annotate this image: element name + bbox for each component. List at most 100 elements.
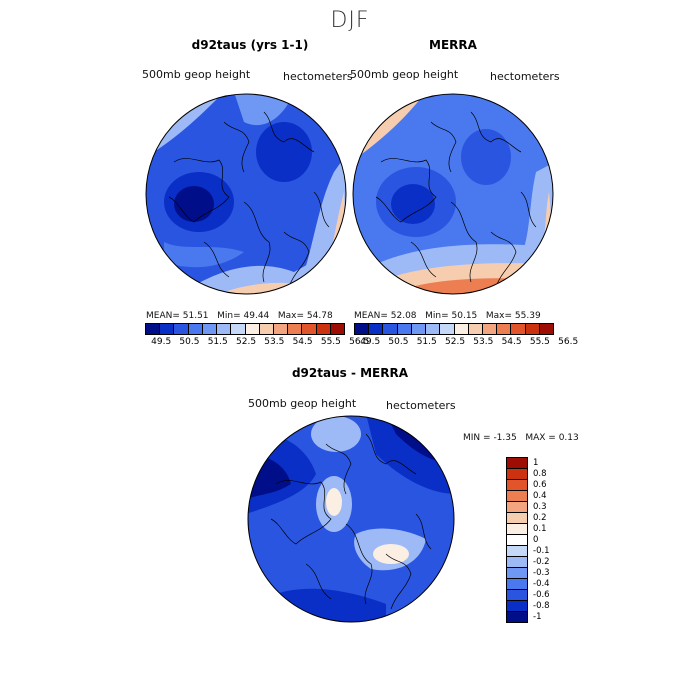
- diff-max-value: 0.13: [558, 433, 579, 443]
- left-units-label: hectometers: [283, 70, 353, 83]
- diff-max-label: MAX =: [525, 433, 556, 443]
- left-colorbar-swatch: [302, 324, 317, 334]
- diff-colorbar-swatch: [507, 502, 527, 513]
- left-colorbar-tick: 52.5: [236, 337, 257, 347]
- diff-colorbar-swatch: [507, 524, 527, 535]
- diff-colorbar-swatch: [507, 601, 527, 612]
- left-colorbar-ticks: 49.5 50.5 51.5 52.5 53.5 54.5 55.5 56.5: [145, 337, 369, 349]
- right-colorbar-swatch: [482, 324, 498, 334]
- left-colorbar-tick: 50.5: [179, 337, 200, 347]
- left-mean-label: MEAN=: [146, 311, 180, 321]
- left-contour-band: [164, 242, 244, 268]
- diff-colorbar-label: 1: [533, 458, 539, 469]
- diff-min-label: MIN =: [463, 433, 491, 443]
- left-contour-top: [234, 94, 294, 126]
- diff-colorbar-label: -0.4: [533, 578, 550, 589]
- diff-colorbar-swatch: [507, 535, 527, 546]
- right-coastlines: [375, 111, 537, 288]
- right-polar-map: [352, 93, 554, 295]
- diff-colorbar: [506, 457, 528, 623]
- left-max-label: Max=: [277, 311, 305, 321]
- right-mean-label: MEAN=: [354, 311, 388, 321]
- right-mean-value: 52.08: [390, 311, 417, 321]
- right-stats: MEAN= 52.08 Min= 50.15 Max= 55.39: [354, 311, 541, 321]
- diff-colorbar-label: -0.2: [533, 556, 550, 567]
- right-panel-title: MERRA: [429, 38, 477, 52]
- right-colorbar-ticks: 49.5 50.5 51.5 52.5 53.5 54.5 55.5 56.5: [354, 337, 578, 349]
- right-colorbar-swatch: [497, 324, 512, 334]
- right-map-border: [352, 93, 554, 295]
- right-field-label: 500mb geop height: [350, 68, 459, 81]
- left-min-label: Min=: [217, 311, 241, 321]
- diff-colorbar-label: 0: [533, 535, 539, 545]
- left-colorbar-swatch: [273, 324, 289, 334]
- right-colorbar-swatch: [440, 324, 455, 334]
- diff-colorbar-label: 0.3: [533, 502, 547, 513]
- right-colorbar-swatch: [355, 324, 370, 334]
- right-colorbar-tick: 55.5: [529, 337, 550, 347]
- left-colorbar-swatch: [245, 324, 260, 334]
- left-colorbar-tick: 55.5: [320, 337, 341, 347]
- left-colorbar-swatch: [160, 324, 175, 334]
- right-max-value: 55.39: [514, 311, 541, 321]
- right-min-value: 50.15: [451, 311, 478, 321]
- diff-colorbar-label: 0.1: [533, 524, 547, 535]
- diff-colorbar-label: 0.4: [533, 491, 547, 502]
- left-colorbar-tick: 53.5: [264, 337, 285, 347]
- left-low-center: [174, 186, 214, 222]
- left-colorbar-swatch: [259, 324, 274, 334]
- left-stats: MEAN= 51.51 Min= 49.44 Max= 54.78: [146, 311, 333, 321]
- left-colorbar-swatch: [316, 324, 331, 334]
- diff-colorbar-swatch: [507, 513, 527, 524]
- diff-colorbar-label: 0.8: [533, 469, 547, 480]
- left-mean-value: 51.51: [182, 311, 209, 321]
- right-colorbar-swatch: [525, 324, 540, 334]
- left-field-label: 500mb geop height: [142, 68, 251, 81]
- right-colorbar-tick: 51.5: [416, 337, 437, 347]
- diff-colorbar-swatch: [507, 458, 527, 469]
- left-min-value: 49.44: [243, 311, 270, 321]
- right-colorbar-swatch: [397, 324, 412, 334]
- left-colorbar-tick: 51.5: [207, 337, 228, 347]
- diff-colorbar-swatch: [507, 590, 527, 601]
- left-colorbar-swatch: [288, 324, 303, 334]
- right-colorbar-swatch: [369, 324, 384, 334]
- diff-coastlines: [270, 433, 432, 610]
- diff-contour-east-neutral: [373, 544, 409, 564]
- right-colorbar-swatch: [539, 324, 554, 334]
- diff-colorbar-label: -0.3: [533, 567, 550, 578]
- right-colorbar-swatch: [454, 324, 469, 334]
- left-colorbar: [145, 323, 345, 335]
- right-colorbar-tick: 53.5: [473, 337, 494, 347]
- right-low-center: [391, 184, 435, 224]
- left-polar-map: [145, 93, 347, 295]
- left-colorbar-tick: 56.5: [349, 337, 370, 347]
- left-colorbar-swatch: [174, 324, 189, 334]
- right-colorbar-swatch: [426, 324, 441, 334]
- right-colorbar-swatch: [468, 324, 483, 334]
- right-colorbar-tick: 54.5: [501, 337, 522, 347]
- right-colorbar-tick: 49.5: [360, 337, 381, 347]
- left-colorbar-swatch: [330, 324, 345, 334]
- diff-colorbar-swatch: [507, 480, 527, 491]
- figure-title: DJF: [330, 8, 370, 33]
- diff-colorbar-label: 0.2: [533, 513, 547, 524]
- left-panel-title: d92taus (yrs 1-1): [191, 38, 309, 52]
- right-units-label: hectometers: [490, 70, 560, 83]
- diff-contour-north-light: [311, 416, 361, 452]
- diff-colorbar-swatch: [507, 568, 527, 579]
- left-low-secondary: [256, 122, 312, 182]
- right-colorbar-tick: 56.5: [558, 337, 579, 347]
- right-min-label: Min=: [425, 311, 449, 321]
- diff-panel-title: d92taus - MERRA: [291, 366, 409, 380]
- diff-field-label: 500mb geop height: [248, 397, 357, 410]
- left-colorbar-swatch: [202, 324, 218, 334]
- right-colorbar: [354, 323, 554, 335]
- diff-stats: MIN = -1.35 MAX = 0.13: [463, 433, 579, 443]
- diff-colorbar-swatch: [507, 469, 527, 480]
- diff-colorbar-label: -0.8: [533, 600, 550, 611]
- right-colorbar-tick: 52.5: [445, 337, 466, 347]
- right-max-label: Max=: [485, 311, 513, 321]
- diff-colorbar-label: 0.6: [533, 480, 547, 491]
